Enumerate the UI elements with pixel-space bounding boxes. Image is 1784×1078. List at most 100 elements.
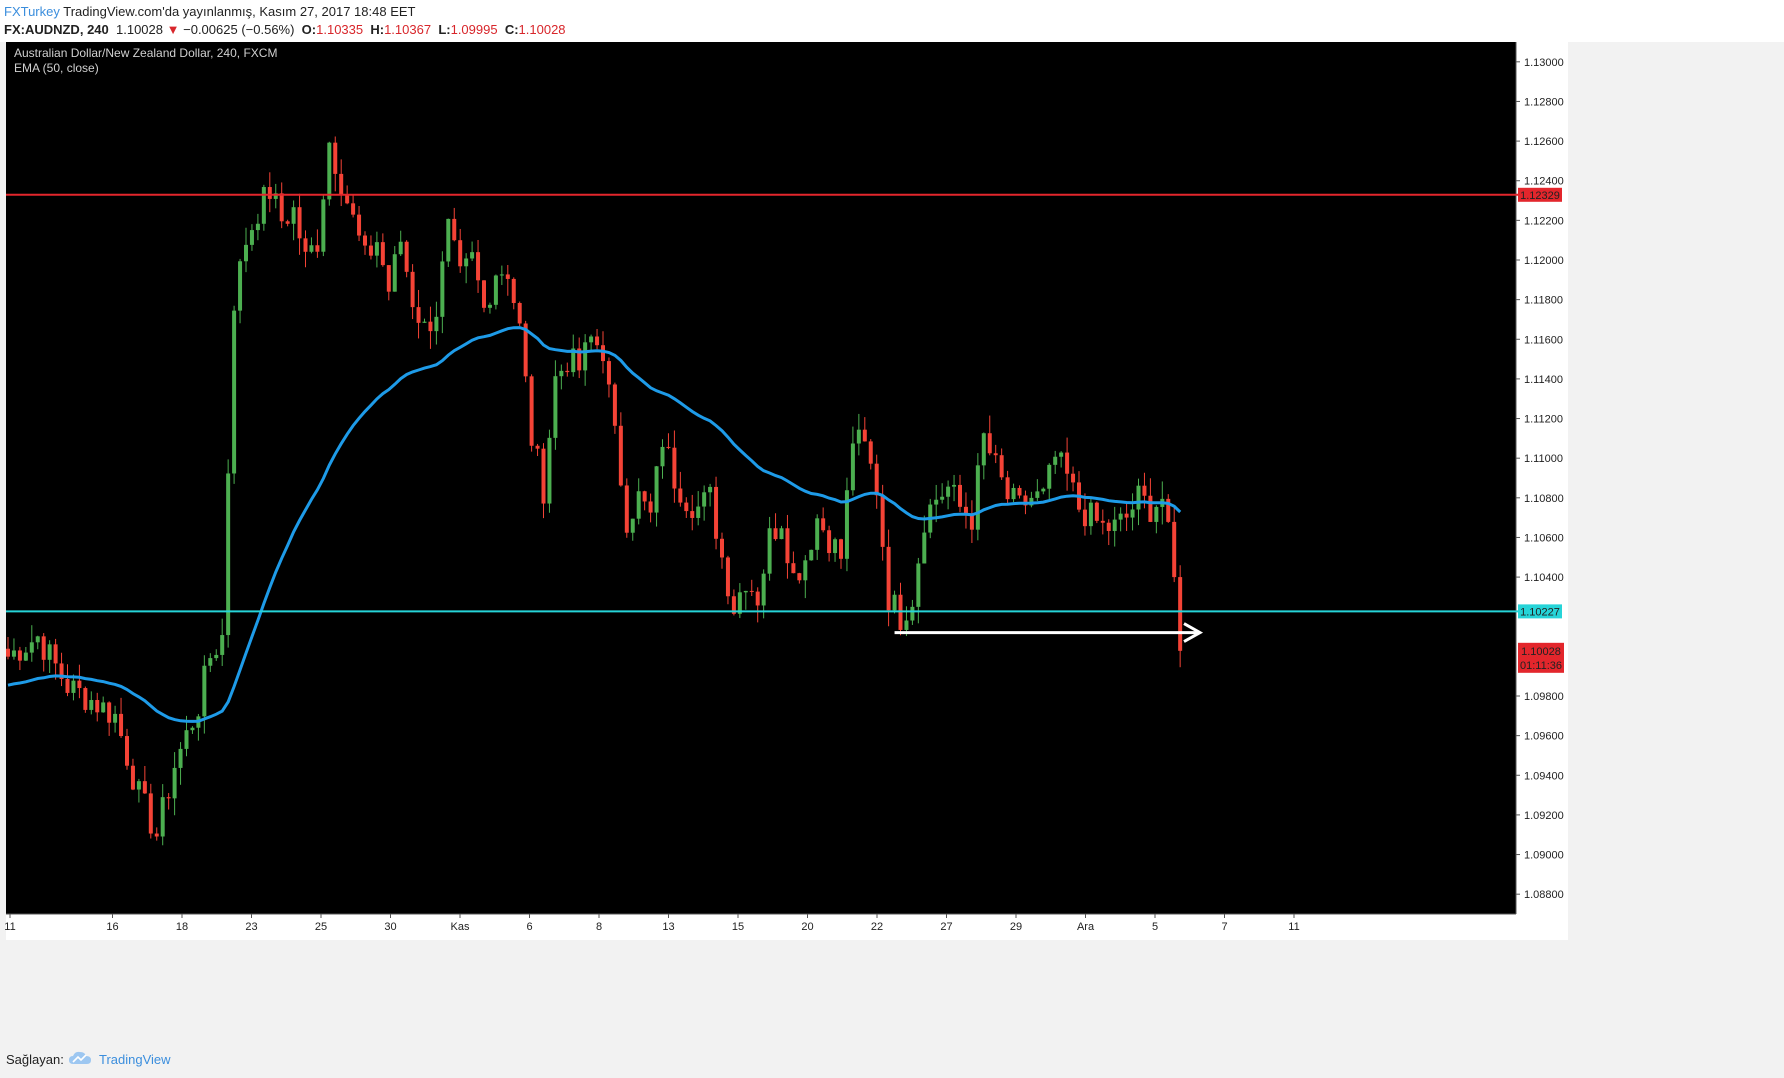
- candle-body: [624, 485, 629, 533]
- candle-body: [65, 679, 70, 693]
- candle-body: [1017, 487, 1022, 496]
- candle-body: [839, 539, 843, 559]
- candle-body: [351, 203, 356, 215]
- candle-body: [601, 345, 605, 362]
- y-tick-label: 1.11200: [1524, 414, 1563, 426]
- candles: [6, 136, 1183, 846]
- candle-body: [767, 528, 772, 574]
- candle-body: [737, 592, 742, 614]
- candle-body: [398, 241, 403, 255]
- candle-body: [940, 496, 945, 500]
- candle-body: [987, 433, 992, 454]
- y-tick-label: 1.09400: [1524, 770, 1564, 782]
- candle-body: [6, 648, 10, 657]
- y-tick-label: 1.12600: [1524, 136, 1564, 148]
- candle-body: [386, 265, 391, 292]
- candle-body: [946, 486, 951, 497]
- open-value: 1.10335: [316, 22, 364, 37]
- candle-body: [749, 590, 754, 592]
- candle-body: [648, 501, 653, 513]
- candle-body: [47, 644, 52, 660]
- candle-body: [89, 700, 94, 710]
- candle-body: [761, 573, 766, 606]
- candle-body: [226, 473, 231, 636]
- candle-body: [1065, 452, 1070, 474]
- candle-body: [232, 310, 237, 474]
- candle-body: [630, 518, 635, 533]
- candle-body: [202, 665, 207, 717]
- candle-body: [309, 245, 314, 252]
- chart-header: FXTurkey TradingView.com'da yayınlanmış,…: [0, 0, 1784, 42]
- y-tick-label: 1.12200: [1524, 215, 1564, 227]
- candle-body: [339, 173, 344, 196]
- candle-body: [214, 654, 219, 659]
- indicator-label: EMA (50, close): [14, 61, 99, 75]
- tradingview-link[interactable]: TradingView: [99, 1052, 171, 1067]
- candle-body: [1130, 509, 1135, 518]
- candle-body: [850, 443, 855, 491]
- candle-body: [154, 833, 159, 837]
- candle-body: [1011, 487, 1016, 500]
- candle-body: [1148, 495, 1153, 522]
- candle-body: [999, 455, 1004, 478]
- y-tick-label: 1.10600: [1524, 532, 1564, 544]
- candle-body: [654, 466, 659, 513]
- x-tick-label: 20: [801, 921, 813, 933]
- candle-body: [577, 348, 582, 371]
- y-tick-label: 1.08800: [1524, 889, 1564, 901]
- candle-body: [357, 214, 362, 236]
- interval-label: 240: [87, 22, 109, 37]
- price-chart[interactable]: 1.13000 1.12800 1.12600 1.12400 1.12200 1.120…: [0, 42, 1784, 1040]
- candle-body: [267, 187, 272, 199]
- candle-body: [119, 713, 124, 737]
- candle-body: [1154, 506, 1159, 522]
- candle-body: [791, 563, 796, 574]
- symbol-label: FX:AUDNZD: [4, 22, 80, 37]
- candle-body: [59, 663, 64, 680]
- candle-body: [285, 221, 290, 224]
- candle-body: [482, 280, 486, 308]
- candle-body: [244, 244, 248, 262]
- candle-body: [1041, 488, 1046, 492]
- candle-body: [487, 304, 492, 308]
- candle-body: [535, 445, 540, 449]
- candle-body: [327, 142, 332, 200]
- price-axis: [1516, 42, 1568, 914]
- candle-body: [1059, 452, 1064, 457]
- candle-body: [1047, 464, 1052, 489]
- x-tick-label: 18: [176, 921, 188, 933]
- candle-body: [606, 361, 611, 385]
- candle-body: [29, 642, 34, 653]
- candle-body: [678, 488, 683, 503]
- x-tick-label: 13: [662, 921, 674, 933]
- candle-body: [958, 484, 962, 507]
- ohlc-line: FX:AUDNZD, 240 1.10028 ▼ −0.00625 (−0.56…: [4, 22, 566, 37]
- candle-body: [1082, 509, 1087, 527]
- candle-body: [666, 446, 671, 448]
- close-value: 1.10028: [518, 22, 566, 37]
- candle-body: [113, 713, 118, 723]
- candle-body: [684, 502, 689, 512]
- candle-body: [130, 765, 135, 790]
- candle-body: [279, 193, 284, 222]
- candle-body: [720, 538, 724, 558]
- price-tag: [1518, 604, 1562, 619]
- last-value: 1.10028: [116, 22, 163, 37]
- candle-body: [238, 261, 243, 311]
- x-tick-label: 7: [1221, 921, 1227, 933]
- candle-body: [315, 245, 320, 252]
- candle-body: [428, 321, 433, 332]
- last-price-tag: [1518, 642, 1564, 673]
- ema-line: [7, 326, 1182, 723]
- candle-body: [565, 370, 570, 373]
- y-tick-label: 1.11000: [1524, 453, 1563, 465]
- x-tick-label: 11: [1288, 921, 1299, 933]
- candle-body: [1071, 473, 1076, 483]
- author-link[interactable]: FXTurkey: [4, 4, 60, 19]
- candle-body: [541, 448, 546, 504]
- candle-body: [1100, 520, 1105, 523]
- last-price-label: 1.10028: [1521, 646, 1561, 658]
- candle-body: [321, 199, 326, 252]
- candle-body: [303, 238, 308, 252]
- candle-body: [95, 700, 100, 713]
